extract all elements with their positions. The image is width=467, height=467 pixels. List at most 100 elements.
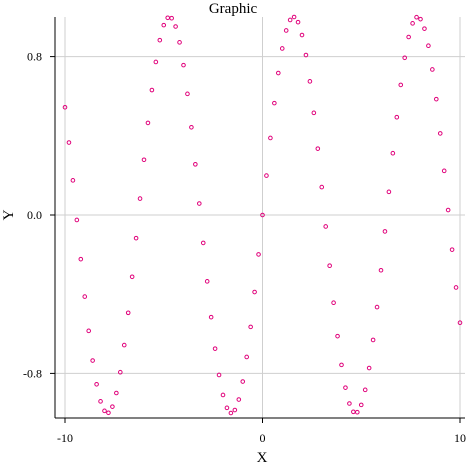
data-point: [437, 131, 443, 136]
data-point: [193, 162, 198, 167]
y-axis-ticks: -0.8 0.0 0.8: [23, 50, 55, 380]
data-point: [177, 40, 182, 45]
data-point: [102, 408, 107, 414]
data-point: [362, 387, 368, 393]
data-point: [110, 404, 115, 409]
data-point: [121, 342, 127, 348]
data-point: [197, 201, 202, 206]
data-point: [260, 212, 265, 218]
data-point: [232, 407, 238, 413]
data-point: [137, 196, 143, 201]
data-point: [276, 70, 281, 76]
data-point: [216, 372, 222, 378]
axes-frame: [54, 17, 465, 419]
data-point: [204, 279, 210, 284]
data-point: [283, 28, 289, 33]
data-point: [185, 91, 190, 97]
data-point: [78, 256, 84, 262]
data-point: [299, 32, 305, 38]
data-point: [252, 289, 257, 295]
data-point: [129, 274, 135, 280]
data-point: [208, 314, 214, 320]
data-point: [386, 189, 392, 195]
data-point: [378, 267, 384, 273]
data-point: [307, 79, 313, 84]
data-point: [287, 17, 293, 23]
data-point: [355, 409, 360, 415]
data-point: [410, 21, 415, 26]
data-point: [82, 294, 88, 299]
data-point: [149, 87, 155, 93]
chart-title: Graphic: [209, 1, 258, 17]
y-tick-label: -0.8: [23, 366, 42, 380]
data-point: [358, 402, 364, 408]
data-point: [90, 358, 95, 363]
data-point: [418, 16, 423, 22]
data-point: [402, 55, 408, 61]
data-point: [279, 46, 285, 51]
data-point: [449, 247, 455, 252]
data-point: [339, 362, 344, 368]
data-point: [220, 392, 226, 398]
data-point: [303, 52, 309, 58]
data-point: [394, 114, 400, 120]
grid-lines: [55, 17, 465, 418]
data-point: [434, 96, 439, 102]
x-tick-label: -10: [57, 431, 73, 445]
data-point: [236, 397, 242, 402]
data-point: [244, 354, 249, 360]
data-point: [426, 43, 431, 49]
data-point: [343, 385, 348, 390]
y-tick-label: 0.8: [27, 50, 42, 64]
data-point: [240, 379, 246, 384]
data-point: [453, 285, 459, 290]
x-tick-label: 0: [260, 431, 266, 445]
data-point: [445, 207, 451, 213]
data-point: [366, 365, 372, 371]
data-point: [390, 150, 396, 156]
data-point: [66, 140, 72, 145]
data-point: [181, 62, 186, 68]
data-point: [398, 82, 404, 88]
x-axis-ticks: -10 0 10: [57, 418, 466, 445]
data-point: [74, 217, 80, 223]
data-point: [141, 157, 147, 163]
data-point: [256, 252, 261, 257]
data-point: [347, 401, 352, 406]
data-point: [145, 120, 151, 126]
data-point: [212, 346, 218, 351]
data-point: [422, 26, 427, 31]
data-point: [173, 24, 178, 29]
data-point: [169, 15, 174, 21]
data-point: [228, 410, 234, 416]
data-point: [268, 135, 273, 141]
data-point: [125, 310, 131, 316]
data-point: [94, 381, 99, 387]
data-point: [430, 67, 435, 72]
data-point: [382, 229, 388, 234]
data-point: [98, 399, 103, 404]
data-point: [457, 320, 463, 326]
data-point: [165, 15, 170, 21]
data-point: [157, 37, 163, 43]
data-point: [248, 324, 253, 330]
data-point: [133, 235, 139, 241]
data-point: [189, 124, 194, 130]
x-tick-label: 10: [454, 431, 466, 445]
data-point: [118, 369, 123, 375]
data-point: [331, 300, 336, 306]
data-point: [106, 410, 111, 416]
data-point: [323, 224, 329, 229]
data-point: [272, 100, 277, 106]
data-point: [374, 304, 380, 310]
data-point: [70, 178, 76, 183]
data-point: [370, 337, 376, 343]
data-point: [315, 146, 321, 151]
data-point: [291, 14, 297, 20]
data-point: [319, 184, 325, 190]
y-tick-label: 0.0: [27, 208, 42, 222]
data-point: [295, 19, 301, 25]
data-point: [414, 14, 419, 20]
data-point: [161, 22, 167, 28]
